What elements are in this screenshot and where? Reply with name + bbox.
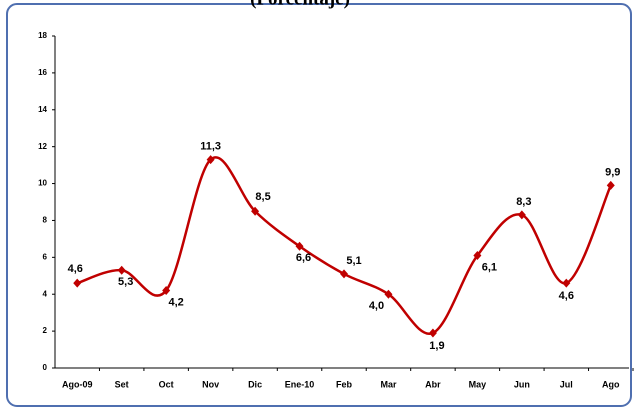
data-label: 11,3 — [200, 140, 221, 152]
point-marker — [295, 241, 304, 251]
data-label: 4,2 — [169, 296, 184, 308]
x-tick-label: Ago-09 — [62, 379, 93, 389]
x-tick-label: Nov — [202, 379, 219, 389]
data-label: 8,3 — [516, 196, 531, 208]
y-tick-label: 16 — [38, 68, 47, 77]
series-line — [76, 156, 612, 335]
point-marker — [606, 180, 615, 190]
point-marker — [428, 328, 437, 338]
y-tick-label: 6 — [43, 252, 48, 261]
chart-frame — [6, 3, 632, 407]
data-label: 1,9 — [429, 340, 444, 352]
data-label: 4,6 — [559, 290, 574, 302]
y-tick-label: 12 — [38, 142, 47, 151]
point-marker — [473, 250, 482, 260]
point-marker — [206, 155, 215, 165]
point-marker — [517, 210, 526, 220]
point-marker — [162, 286, 171, 296]
y-tick-label: 8 — [43, 216, 48, 225]
point-marker — [117, 265, 126, 275]
plot-area: 0 2 4 6 8 10 12 14 16 18 Ago-09 Set Oct Nov Dic Ene-10 F… — [38, 31, 634, 389]
y-tick-label: 18 — [38, 31, 47, 40]
point-marker — [340, 269, 348, 279]
x-tick-label: Oct — [159, 379, 174, 389]
chart-title: (Porcentaje) — [250, 0, 350, 9]
x-tick-label: May — [469, 379, 487, 389]
x-tick-label: Mar — [380, 379, 397, 389]
x-tick-label: Dic — [248, 379, 262, 389]
y-tick-label: 10 — [38, 179, 47, 188]
x-tick-label: Jul — [560, 379, 573, 389]
point-marker — [562, 278, 571, 288]
data-label: 9,9 — [605, 166, 620, 178]
x-tick-label: Feb — [336, 379, 353, 389]
x-tick-label: Set — [115, 379, 129, 389]
data-label: 6,6 — [296, 252, 311, 264]
point-marker — [251, 206, 260, 216]
data-label: 4,0 — [369, 300, 384, 312]
y-tick-label: 4 — [43, 289, 48, 298]
point-marker — [73, 278, 82, 288]
y-tick-label: 2 — [43, 326, 48, 335]
y-tick-label: 0 — [43, 363, 48, 372]
x-tick-label: Ene-10 — [285, 379, 315, 389]
x-tick-label: Ago — [602, 379, 620, 389]
x-tick-label: Abr — [425, 379, 441, 389]
data-label: 6,1 — [482, 261, 497, 273]
x-tick-label: Jun — [514, 379, 530, 389]
data-label: 5,1 — [346, 255, 361, 267]
data-label: 5,3 — [118, 276, 133, 288]
y-tick-label: 14 — [38, 105, 47, 114]
data-label: 4,6 — [68, 263, 83, 275]
data-label: 8,5 — [255, 191, 270, 203]
point-marker — [384, 289, 393, 299]
